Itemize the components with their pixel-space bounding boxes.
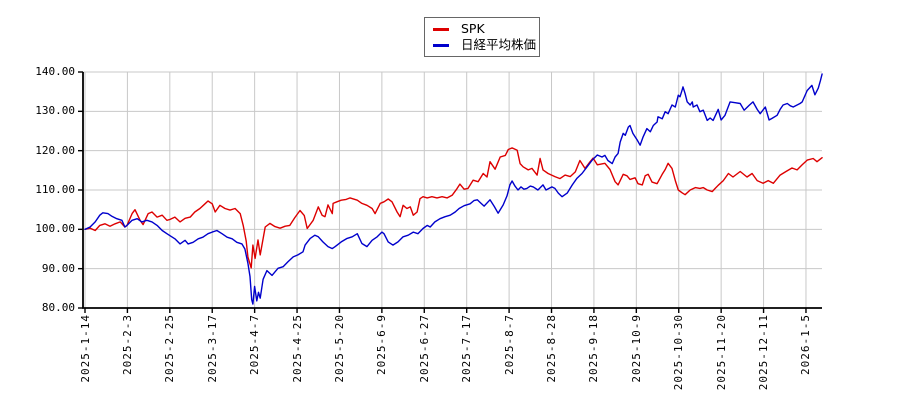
- x-tick-label: 2025-6-9: [375, 314, 389, 375]
- y-tick-label: 80.00: [41, 301, 75, 314]
- x-tick-label: 2025-2-25: [163, 314, 177, 383]
- x-tick-label: 2025-10-9: [629, 314, 643, 383]
- x-tick-label: 2025-8-28: [545, 314, 558, 383]
- y-tick-label: 130.00: [35, 104, 75, 118]
- x-tick-label: 2025-5-20: [332, 314, 346, 383]
- x-tick-label: 2025-11-20: [714, 314, 728, 391]
- x-tick-label: 2025-7-17: [460, 314, 474, 383]
- legend-label-spk: SPK: [461, 21, 485, 36]
- gridlines: [83, 71, 822, 309]
- x-tick-label: 2026-1-5: [799, 314, 813, 375]
- y-tick-label: 90.00: [41, 261, 75, 275]
- legend: SPK 日経平均株価: [424, 17, 540, 57]
- spk-line-swatch: [433, 27, 449, 31]
- tick-marks: [78, 71, 807, 313]
- x-tick-label: 2025-8-7: [502, 314, 516, 375]
- y-tick-label: 100.00: [35, 222, 75, 236]
- series-line-spk: [84, 147, 823, 269]
- series-lines: [84, 73, 823, 305]
- y-tick-label: 120.00: [35, 143, 75, 157]
- y-tick-label: 110.00: [35, 183, 75, 196]
- x-tick-label: 2025-9-18: [587, 314, 601, 383]
- nikkei-line-swatch: [433, 43, 449, 47]
- x-tick-label: 2025-2-3: [120, 314, 134, 375]
- x-tick-label: 2025-4-25: [290, 314, 304, 383]
- x-tick-label: 2025-6-27: [417, 314, 431, 383]
- legend-item-spk: SPK: [433, 21, 531, 37]
- x-tick-label: 2025-10-30: [672, 314, 686, 391]
- x-tick-label: 2025-4-7: [248, 314, 262, 375]
- y-tick-label: 140.00: [35, 65, 75, 78]
- legend-item-nikkei: 日経平均株価: [433, 37, 536, 53]
- x-tick-label: 2025-12-11: [757, 314, 771, 391]
- legend-label-nikkei: 日経平均株価: [461, 37, 537, 52]
- x-tick-label: 2025-3-17: [205, 314, 219, 383]
- series-line-nikkei: [84, 73, 823, 305]
- x-tick-label: 2025-1-14: [78, 314, 92, 383]
